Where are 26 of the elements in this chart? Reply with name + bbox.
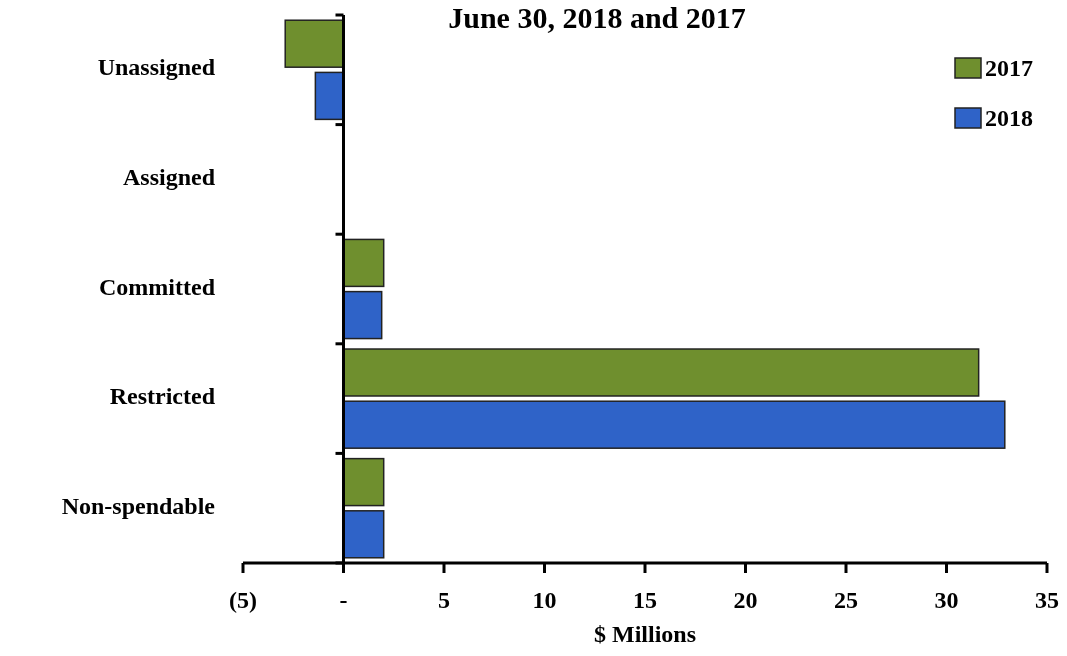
- x-tick-label: 25: [834, 587, 858, 613]
- y-tick-label: Unassigned: [97, 54, 216, 81]
- chart-title: June 30, 2018 and 2017: [448, 1, 746, 34]
- x-axis-title: $ Millions: [593, 621, 697, 647]
- legend-label: 2017: [985, 55, 1033, 81]
- bar: [342, 348, 980, 397]
- bar: [342, 400, 1006, 449]
- bar: [342, 290, 383, 340]
- bar: [314, 71, 345, 121]
- x-tick-label: 5: [438, 587, 450, 613]
- x-tick-label: 10: [532, 587, 557, 613]
- x-tick-label: 35: [1035, 587, 1059, 613]
- x-tick-label: 15: [633, 587, 657, 613]
- bar: [342, 238, 385, 288]
- bar: [342, 457, 385, 507]
- y-tick-label: Committed: [99, 273, 216, 300]
- bar: [284, 19, 345, 68]
- y-tick-label: Non-spendable: [61, 492, 216, 519]
- x-tick-label: (5): [229, 587, 257, 613]
- x-tick-label: 20: [733, 587, 758, 613]
- x-tick-label: 30: [934, 587, 959, 613]
- y-tick-label: Assigned: [122, 163, 216, 190]
- legend-label: 2018: [985, 105, 1033, 131]
- y-tick-label: Restricted: [109, 383, 216, 410]
- x-tick-label: -: [339, 587, 348, 613]
- bar: [342, 510, 385, 559]
